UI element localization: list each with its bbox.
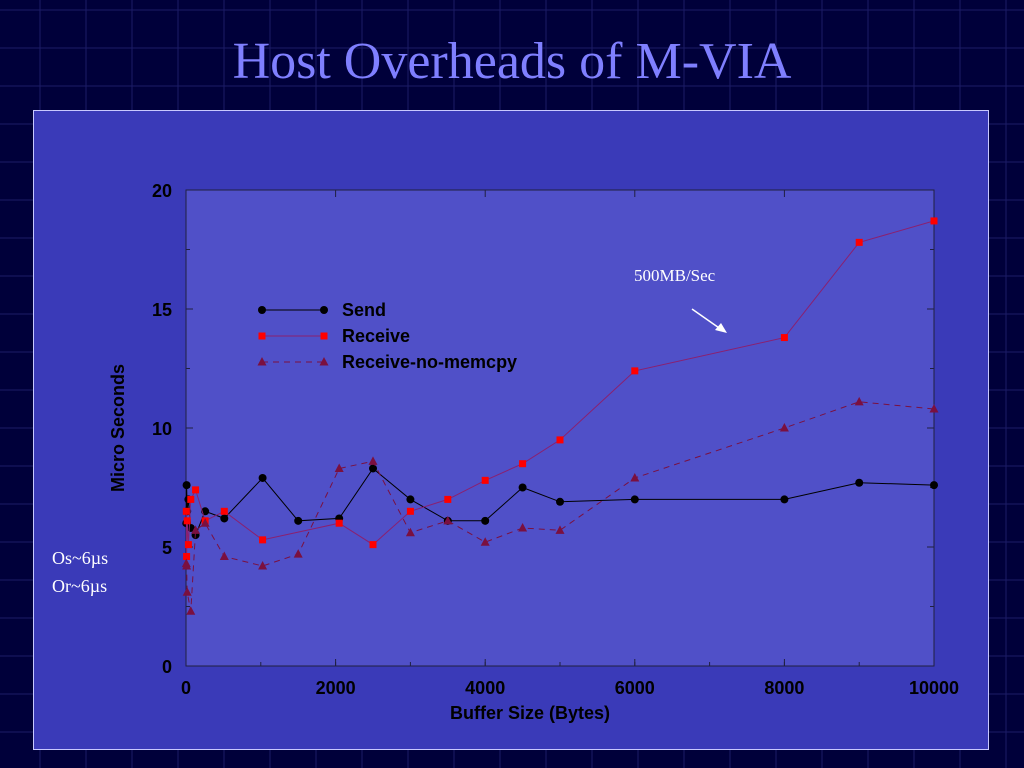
series-receive <box>182 217 938 561</box>
data-point-receive <box>519 460 527 468</box>
data-point-receive-no-memcpy <box>368 456 378 465</box>
data-point-receive-no-memcpy <box>443 515 453 525</box>
data-point-send <box>855 478 864 487</box>
legend-label-send: Send <box>342 300 386 320</box>
y-tick-label: 0 <box>162 657 172 677</box>
data-point-receive-no-memcpy <box>200 518 210 527</box>
series-line-receive <box>185 220 935 557</box>
data-point-send <box>630 495 639 504</box>
data-point-receive <box>184 541 192 549</box>
legend-label-receive-no-memcpy: Receive-no-memcpy <box>342 352 517 372</box>
data-point-receive-no-memcpy <box>405 527 415 537</box>
data-point-receive <box>444 495 452 503</box>
data-point-receive-no-memcpy <box>518 522 528 532</box>
data-point-receive-no-memcpy <box>182 587 192 596</box>
data-point-receive-no-memcpy <box>630 472 640 482</box>
data-point-receive <box>183 517 191 525</box>
data-point-receive <box>556 436 564 444</box>
data-point-receive-no-memcpy <box>182 561 192 570</box>
data-point-send <box>930 481 938 490</box>
data-point-receive <box>930 217 938 225</box>
legend-marker-receive <box>320 332 328 340</box>
legend-marker-send <box>320 306 328 314</box>
legend-marker-receive <box>258 332 266 340</box>
series-receive-no-memcpy <box>181 396 939 615</box>
data-point-receive-no-memcpy <box>186 606 196 615</box>
data-point-send <box>294 516 303 525</box>
receive-overhead-note: Or~6µs <box>52 576 108 596</box>
y-tick-label: 15 <box>152 300 172 320</box>
x-tick-label: 6000 <box>615 678 655 698</box>
data-point-receive-no-memcpy <box>929 403 939 413</box>
data-point-send <box>780 495 789 504</box>
data-point-receive-no-memcpy <box>219 551 229 561</box>
send-overhead-note: Os~6µs <box>52 548 109 568</box>
data-point-receive <box>187 495 195 503</box>
y-tick-label: 10 <box>152 419 172 439</box>
data-point-send <box>518 483 527 492</box>
annotation-arrow-shaft <box>691 308 723 331</box>
series-line-receive-no-memcpy <box>185 401 935 612</box>
data-point-receive <box>631 367 639 375</box>
data-point-receive <box>192 486 200 494</box>
data-point-receive <box>335 519 343 527</box>
legend-marker-receive-no-memcpy <box>257 357 267 366</box>
rate-annotation: 500MB/Sec <box>634 266 716 285</box>
data-point-receive <box>182 507 190 515</box>
data-point-receive <box>406 507 414 515</box>
x-axis-label: Buffer Size (Bytes) <box>450 703 610 723</box>
y-axis-label: Micro Seconds <box>108 364 128 492</box>
data-point-receive-no-memcpy <box>480 537 490 546</box>
data-point-receive-no-memcpy <box>779 423 789 432</box>
data-point-receive-no-memcpy <box>555 525 565 534</box>
y-tick-label: 5 <box>162 538 172 558</box>
legend-marker-send <box>258 306 266 314</box>
overhead-notes: Os~6µs Or~6µs <box>52 544 108 600</box>
x-tick-label: 0 <box>181 678 191 698</box>
legend: Send Receive Receive-no-memcpy <box>257 300 517 372</box>
y-tick-label: 20 <box>152 181 172 201</box>
data-point-receive <box>855 238 863 246</box>
data-point-send <box>406 495 415 504</box>
x-tick-label: 4000 <box>465 678 505 698</box>
data-point-send <box>220 514 229 523</box>
data-point-receive <box>481 476 489 484</box>
data-point-receive-no-memcpy <box>191 525 201 534</box>
data-point-receive <box>259 536 267 544</box>
plot-area <box>185 189 935 667</box>
data-point-receive-no-memcpy <box>854 396 864 406</box>
data-point-send <box>481 516 490 525</box>
slide-title: Host Overheads of M-VIA <box>232 33 792 90</box>
data-point-receive <box>183 553 191 561</box>
data-point-receive-no-memcpy <box>258 561 268 570</box>
data-point-receive-no-memcpy <box>293 549 303 558</box>
data-point-send <box>182 481 191 490</box>
data-point-receive <box>369 541 377 549</box>
data-point-receive <box>780 334 788 342</box>
x-tick-label: 2000 <box>316 678 356 698</box>
data-point-receive-no-memcpy <box>334 463 344 472</box>
data-point-send <box>258 473 267 482</box>
annotation-arrow-head <box>715 323 727 333</box>
legend-marker-receive-no-memcpy <box>319 357 329 366</box>
data-point-send <box>369 464 377 473</box>
data-point-receive <box>220 507 228 515</box>
x-tick-label: 10000 <box>909 678 959 698</box>
legend-label-receive: Receive <box>342 326 410 346</box>
x-tick-label: 8000 <box>764 678 804 698</box>
data-point-send <box>556 497 564 506</box>
